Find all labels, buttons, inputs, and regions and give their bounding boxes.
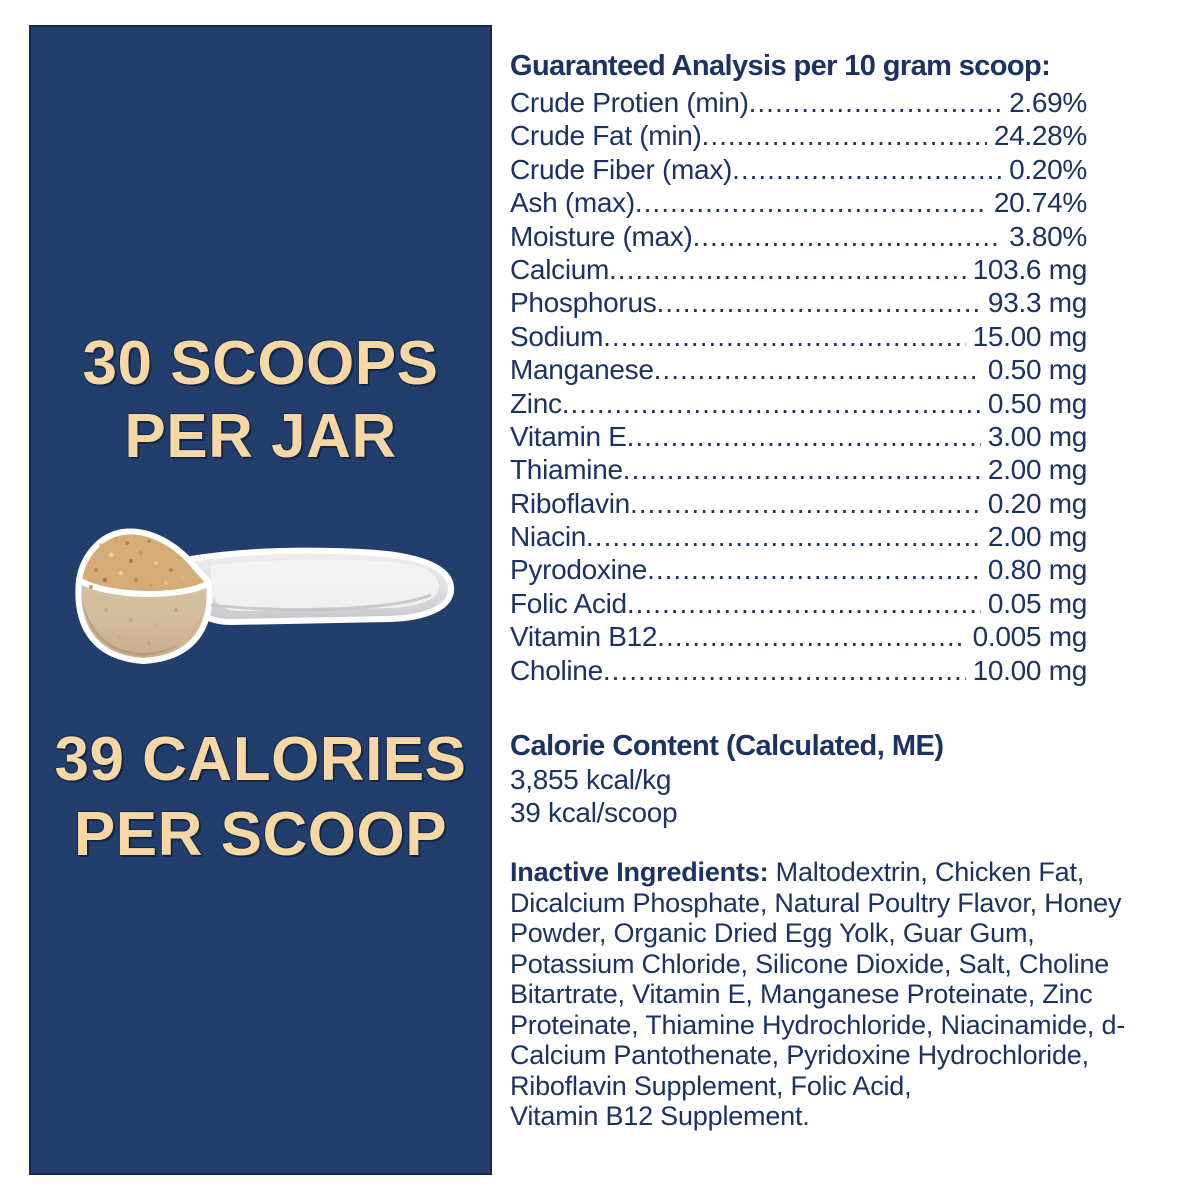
analysis-row-value: 2.00 mg (987, 454, 1087, 486)
table-row: Ash (max) 20.74% (510, 187, 1087, 220)
analysis-row-value: 0.20% (1009, 153, 1087, 185)
analysis-row-label: Vitamin E (510, 420, 627, 452)
dot-leader (657, 621, 965, 653)
analysis-row-value: 10.00 mg (972, 654, 1088, 686)
analysis-row-value: 2.00 mg (987, 521, 1087, 553)
analysis-row-value: 93.3 mg (987, 287, 1087, 319)
analysis-row-label: Crude Fat (min) (510, 120, 702, 152)
analysis-row-label: Phosphorus (510, 287, 657, 319)
dot-leader (603, 655, 966, 687)
analysis-row-label: Choline (510, 654, 603, 686)
analysis-row-value: 0.50 mg (987, 354, 1087, 386)
analysis-row-value: 0.20 mg (987, 487, 1087, 519)
dot-leader (656, 287, 980, 319)
calories-headline-line1: 39 CALORIES (54, 725, 467, 794)
table-row: Crude Fat (min) 24.28% (510, 120, 1087, 153)
analysis-row-value: 0.80 mg (987, 554, 1087, 586)
powder-mound (76, 528, 212, 597)
dot-leader (630, 488, 981, 520)
analysis-row-value: 20.74% (993, 187, 1087, 219)
analysis-row-label: Niacin (510, 521, 587, 553)
table-row: Folic Acid 0.05 mg (510, 588, 1087, 621)
nutrition-info-column: Guaranteed Analysis per 10 gram scoop: C… (510, 48, 1158, 1132)
guaranteed-analysis-title: Guaranteed Analysis per 10 gram scoop: (510, 50, 1051, 82)
dot-leader (586, 521, 981, 553)
inactive-ingredients-text: Maltodextrin, Chicken Fat, Dicalcium Pho… (510, 857, 1126, 1132)
dot-leader (749, 87, 1002, 119)
dot-leader (635, 187, 987, 219)
dot-leader (623, 454, 981, 486)
analysis-row-label: Riboflavin (510, 487, 630, 519)
table-row: Vitamin B12 0.005 mg (510, 621, 1087, 654)
analysis-row-label: Crude Fiber (max) (510, 153, 733, 185)
analysis-row-value: 2.69% (1009, 87, 1087, 118)
table-row: Phosphorus 93.3 mg (510, 287, 1087, 320)
calorie-content-section: Calorie Content (Calculated, ME) 3,855 k… (510, 729, 1158, 829)
analysis-row-value: 0.05 mg (987, 587, 1087, 619)
analysis-row-label: Crude Protien (min) (510, 87, 749, 118)
analysis-row-value: 0.50 mg (987, 387, 1087, 419)
analysis-row-label: Folic Acid (510, 587, 627, 619)
analysis-row-value: 15.00 mg (972, 320, 1088, 352)
calories-per-scoop-headline: 39 CALORIES PER SCOOP (31, 722, 490, 872)
inactive-ingredients-section: Inactive Ingredients: Maltodextrin, Chic… (510, 857, 1158, 1132)
calories-headline-line2: PER SCOOP (73, 800, 448, 869)
analysis-row-value: 24.28% (993, 120, 1087, 152)
table-row: Moisture (max) 3.80% (510, 221, 1087, 254)
dot-leader (609, 254, 966, 286)
analysis-row-label: Pyrodoxine (510, 554, 648, 586)
table-row: Niacin 2.00 mg (510, 521, 1087, 554)
table-row: Vitamin E 3.00 mg (510, 421, 1087, 454)
table-row: Pyrodoxine 0.80 mg (510, 554, 1087, 587)
table-row: Riboflavin 0.20 mg (510, 488, 1087, 521)
dot-leader (702, 120, 987, 152)
analysis-row-value: 103.6 mg (972, 253, 1088, 285)
dot-leader (603, 321, 966, 353)
analysis-row-label: Ash (max) (510, 187, 635, 219)
analysis-row-label: Sodium (510, 320, 604, 352)
table-row: Crude Protien (min) 2.69% (510, 87, 1087, 120)
analysis-row-value: 3.80% (1009, 220, 1087, 252)
analysis-row-label: Vitamin B12 (510, 621, 658, 653)
left-panel: 30 SCOOPS PER JAR (29, 25, 492, 1175)
inactive-ingredients-label: Inactive Ingredients: (510, 857, 769, 888)
dot-leader (732, 154, 1002, 186)
scoops-per-jar-headline: 30 SCOOPS PER JAR (31, 327, 490, 473)
table-row: Crude Fiber (max) 0.20% (510, 154, 1087, 187)
analysis-row-label: Zinc (510, 387, 562, 419)
table-row: Choline 10.00 mg (510, 655, 1087, 688)
dot-leader (647, 554, 981, 586)
analysis-row-label: Thiamine (510, 454, 623, 486)
calorie-kcal-per-scoop: 39 kcal/scoop (510, 797, 678, 829)
analysis-row-value: 3.00 mg (987, 420, 1087, 452)
table-row: Thiamine 2.00 mg (510, 454, 1087, 487)
powder-speckles (89, 537, 185, 645)
table-row: Sodium 15.00 mg (510, 321, 1087, 354)
analysis-row-label: Manganese (510, 354, 654, 386)
analysis-row-value: 0.005 mg (972, 621, 1088, 653)
dot-leader (627, 421, 981, 453)
powder-scoop-image (75, 528, 454, 664)
analysis-row-label: Moisture (max) (510, 220, 693, 252)
calorie-kcal-per-kg: 3,855 kcal/kg (510, 764, 672, 796)
dot-leader (693, 221, 1003, 253)
analysis-row-label: Calcium (510, 253, 610, 285)
dot-leader (627, 588, 981, 620)
calorie-content-title: Calorie Content (Calculated, ME) (510, 730, 944, 763)
table-row: Zinc 0.50 mg (510, 388, 1087, 421)
guaranteed-analysis-table: Crude Protien (min) 2.69% Crude Fat (min)… (510, 87, 1087, 688)
scoops-headline-line2: PER JAR (124, 402, 397, 471)
dot-leader (562, 388, 981, 420)
dot-leader (654, 354, 981, 386)
scoops-headline-line1: 30 SCOOPS (82, 329, 439, 398)
table-row: Calcium 103.6 mg (510, 254, 1087, 287)
table-row: Manganese 0.50 mg (510, 354, 1087, 387)
